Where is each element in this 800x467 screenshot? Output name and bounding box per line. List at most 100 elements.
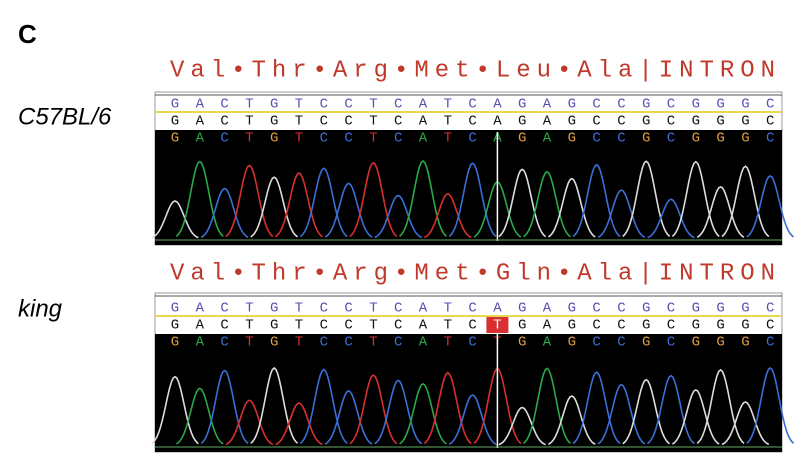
base-call: G — [642, 131, 650, 147]
sample-base: C — [320, 318, 328, 334]
sample-base: G — [171, 114, 179, 130]
base-call: C — [617, 335, 625, 351]
reference-base: G — [741, 97, 749, 113]
reference-base: T — [245, 97, 253, 113]
reference-base: G — [741, 301, 749, 317]
trace-peak — [275, 172, 323, 238]
base-call: G — [518, 131, 526, 147]
base-call: C — [394, 131, 402, 147]
reference-base: A — [419, 301, 428, 317]
base-call: C — [468, 131, 476, 147]
base-call: G — [741, 131, 749, 147]
base-call: T — [444, 131, 452, 147]
reference-base: T — [369, 301, 377, 317]
sample-base: T — [444, 318, 452, 334]
base-call: C — [220, 131, 228, 147]
sample-base: T — [369, 114, 377, 130]
sample-base: C — [220, 318, 228, 334]
reference-base: G — [642, 97, 650, 113]
sample-base: G — [270, 114, 278, 130]
base-call: T — [295, 335, 303, 351]
sample-base: C — [468, 114, 476, 130]
sample-base: T — [493, 318, 501, 334]
base-call: C — [320, 131, 328, 147]
sample-base: G — [568, 318, 576, 334]
reference-base: C — [394, 301, 402, 317]
sample-base: A — [419, 114, 428, 130]
reference-base: T — [295, 97, 303, 113]
sample-base: A — [493, 114, 502, 130]
base-call: G — [692, 335, 700, 351]
sample-base: G — [171, 318, 179, 334]
trace-peak — [324, 389, 373, 445]
sample-base: G — [741, 114, 749, 130]
base-call: G — [716, 335, 724, 351]
reference-base: C — [766, 301, 774, 317]
sample-base: C — [667, 318, 675, 334]
sample-base: T — [245, 114, 253, 130]
base-call: T — [245, 335, 253, 351]
trace-peak — [349, 161, 398, 237]
reference-base: A — [493, 97, 502, 113]
row-label: king — [18, 295, 63, 322]
protein-translation: Val•Thr•Arg•Met•Leu•Ala|INTRON — [170, 57, 775, 84]
trace-peak — [523, 170, 571, 238]
reference-base: G — [270, 301, 278, 317]
reference-base: G — [642, 301, 650, 317]
sample-base: T — [295, 318, 303, 334]
trace-peak — [250, 366, 299, 444]
sample-base: C — [592, 318, 600, 334]
reference-base: G — [270, 97, 278, 113]
trace-peak — [200, 187, 249, 238]
sample-base: A — [419, 318, 428, 334]
base-call: G — [171, 335, 179, 351]
base-call: T — [369, 131, 377, 147]
sample-base: A — [196, 114, 205, 130]
trace-peak — [423, 371, 472, 445]
reference-base: C — [394, 97, 402, 113]
base-call: A — [196, 335, 205, 351]
sample-base: G — [270, 318, 278, 334]
base-call: G — [741, 335, 749, 351]
trace-peak — [498, 406, 546, 446]
reference-base: C — [617, 301, 625, 317]
trace-peak — [572, 163, 621, 238]
trace-peak — [647, 374, 695, 445]
base-call: A — [543, 131, 552, 147]
base-call: C — [592, 335, 600, 351]
reference-base: G — [171, 301, 179, 317]
base-call: G — [171, 131, 179, 147]
trace-peak — [151, 375, 199, 445]
reference-base: G — [518, 301, 526, 317]
sample-base: C — [617, 318, 625, 334]
base-call: G — [642, 335, 650, 351]
trace-peak — [721, 165, 770, 238]
trace-peak — [746, 366, 795, 444]
trace-peak — [324, 182, 373, 238]
sample-base: C — [220, 114, 228, 130]
reference-base: C — [667, 97, 675, 113]
sample-base: T — [369, 318, 377, 334]
trace-peak — [523, 367, 571, 444]
reference-base: C — [344, 301, 352, 317]
base-call: G — [568, 131, 576, 147]
protein-translation: Val•Thr•Arg•Met•Gln•Ala|INTRON — [170, 260, 775, 287]
base-call: G — [270, 335, 278, 351]
base-call: C — [667, 131, 675, 147]
reference-base: C — [617, 97, 625, 113]
trace-peak — [721, 401, 770, 446]
base-call: G — [692, 131, 700, 147]
base-call: C — [220, 335, 228, 351]
base-call: C — [667, 335, 675, 351]
reference-base: G — [716, 301, 724, 317]
reference-base: C — [220, 301, 228, 317]
trace-peak — [374, 194, 422, 239]
sample-base: C — [320, 114, 328, 130]
base-call: C — [617, 131, 625, 147]
trace-peak — [175, 160, 224, 237]
trace-peak — [647, 198, 695, 239]
base-call: G — [270, 131, 278, 147]
trace-peak — [299, 368, 348, 444]
reference-base: C — [592, 97, 600, 113]
base-call: G — [518, 335, 526, 351]
